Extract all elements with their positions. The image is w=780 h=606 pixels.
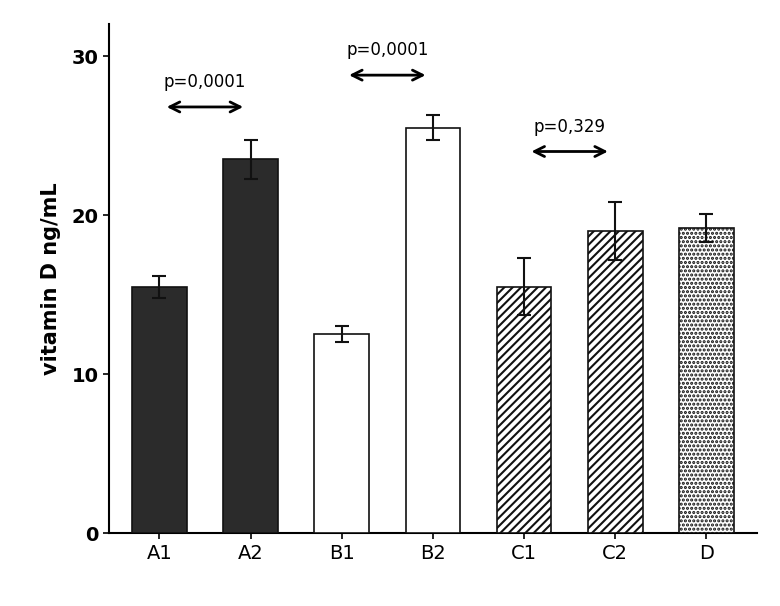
Bar	[497, 287, 551, 533]
Text: p=0,0001: p=0,0001	[164, 73, 246, 91]
Bar	[679, 228, 734, 533]
Bar	[314, 335, 369, 533]
Y-axis label: vitamin D ng/mL: vitamin D ng/mL	[41, 182, 61, 375]
Text: p=0,0001: p=0,0001	[346, 41, 428, 59]
Bar	[223, 159, 278, 533]
Bar	[132, 287, 186, 533]
Bar	[588, 231, 643, 533]
Bar	[406, 128, 460, 533]
Text: p=0,329: p=0,329	[534, 118, 606, 136]
